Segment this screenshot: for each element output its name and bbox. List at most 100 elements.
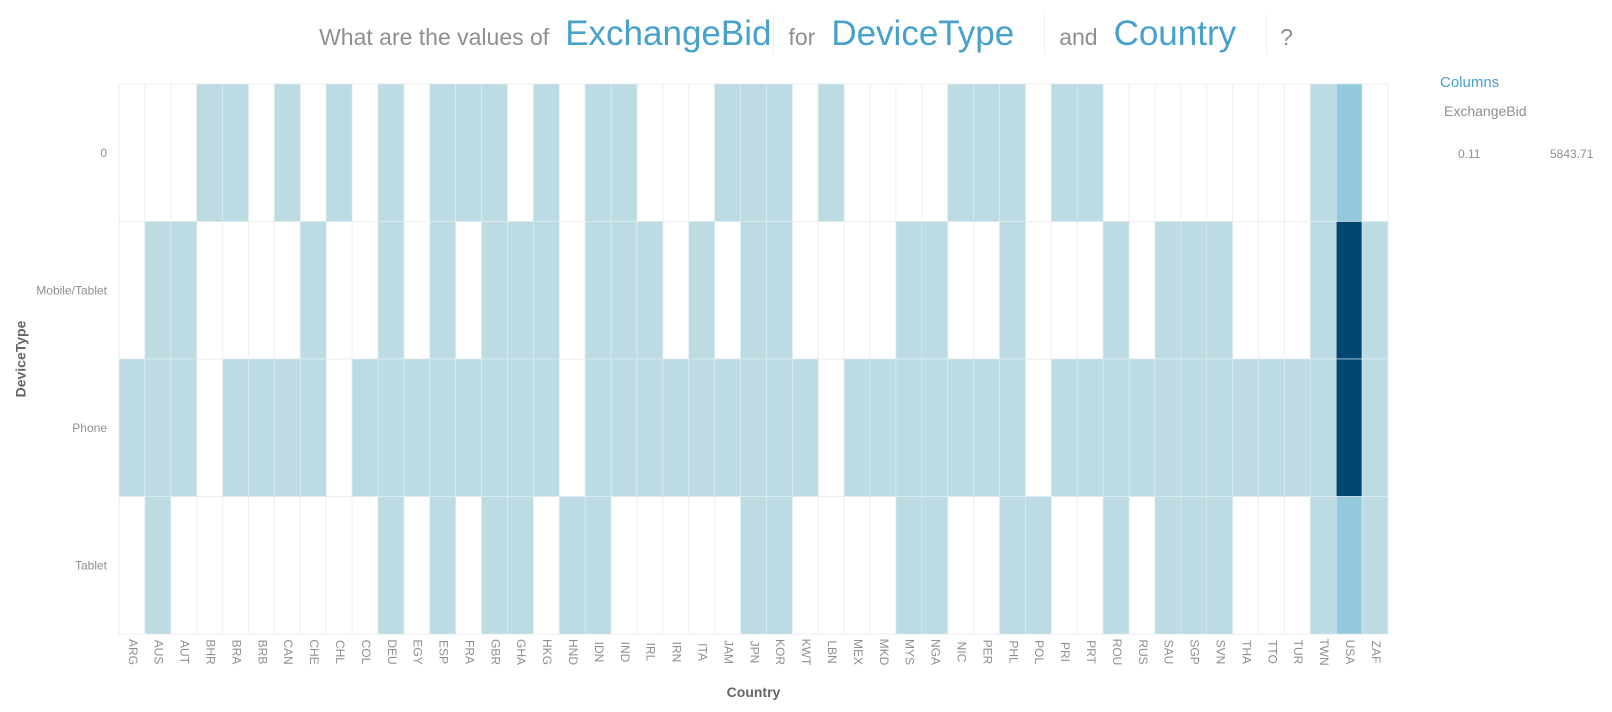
heatmap-cell-PRT-Phone[interactable]: [1076, 358, 1104, 497]
heatmap-cell-IND-0[interactable]: [610, 83, 638, 222]
heatmap-cell-ZAF-Phone[interactable]: [1361, 358, 1389, 497]
heatmap-cell-PRT-0[interactable]: [1076, 83, 1104, 222]
heatmap-cell-AUS-Phone[interactable]: [144, 358, 172, 497]
heatmap-cell-JAM-Phone[interactable]: [714, 358, 741, 497]
heatmap-cell-GBR-Phone[interactable]: [481, 358, 508, 497]
heatmap-cell-ESP-Phone[interactable]: [429, 358, 456, 497]
heatmap-cell-SAU-Mobile/Tablet[interactable]: [1154, 221, 1182, 360]
heatmap-cell-HKG-Phone[interactable]: [533, 358, 560, 497]
heatmap-cell-IDN-Tablet[interactable]: [584, 496, 612, 635]
heatmap-cell-IRL-Mobile/Tablet[interactable]: [636, 221, 664, 360]
heatmap-cell-SVN-Mobile/Tablet[interactable]: [1206, 221, 1233, 360]
heatmap-cell-GBR-Tablet[interactable]: [481, 496, 508, 635]
heatmap-cell-KOR-Phone[interactable]: [766, 358, 793, 497]
heatmap-cell-IND-Mobile/Tablet[interactable]: [610, 221, 638, 360]
heatmap-cell-DEU-Phone[interactable]: [377, 358, 405, 497]
heatmap-cell-USA-Phone[interactable]: [1335, 358, 1363, 497]
heatmap-cell-TWN-Tablet[interactable]: [1310, 496, 1337, 635]
heatmap-cell-DEU-0[interactable]: [377, 83, 405, 222]
heatmap-cell-MYS-Mobile/Tablet[interactable]: [895, 221, 923, 360]
heatmap-cell-FRA-0[interactable]: [455, 83, 482, 222]
heatmap-cell-SVN-Tablet[interactable]: [1206, 496, 1233, 635]
heatmap-cell-DEU-Mobile/Tablet[interactable]: [377, 221, 405, 360]
heatmap-cell-COL-Phone[interactable]: [351, 358, 379, 497]
heatmap-cell-POL-Tablet[interactable]: [1025, 496, 1052, 635]
dimension2-selector[interactable]: Country: [1112, 14, 1268, 54]
heatmap-cell-GBR-0[interactable]: [481, 83, 508, 222]
heatmap-cell-JAM-0[interactable]: [714, 83, 741, 222]
heatmap-cell-USA-Mobile/Tablet[interactable]: [1335, 221, 1363, 360]
heatmap-cell-PHL-Mobile/Tablet[interactable]: [999, 221, 1026, 360]
heatmap-cell-AUT-Phone[interactable]: [170, 358, 197, 497]
heatmap-cell-FRA-Phone[interactable]: [455, 358, 482, 497]
heatmap-cell-NGA-Tablet[interactable]: [921, 496, 949, 635]
heatmap-cell-IND-Phone[interactable]: [610, 358, 638, 497]
heatmap-cell-SAU-Tablet[interactable]: [1154, 496, 1182, 635]
heatmap-cell-MEX-Phone[interactable]: [843, 358, 871, 497]
heatmap-cell-MYS-Tablet[interactable]: [895, 496, 923, 635]
heatmap-cell-NGA-Phone[interactable]: [921, 358, 949, 497]
heatmap-cell-IDN-Phone[interactable]: [584, 358, 612, 497]
heatmap-cell-CAN-0[interactable]: [274, 83, 301, 222]
heatmap-cell-MKD-Phone[interactable]: [869, 358, 897, 497]
heatmap-cell-IDN-Mobile/Tablet[interactable]: [584, 221, 612, 360]
heatmap-cell-IDN-0[interactable]: [584, 83, 612, 222]
heatmap-cell-TUR-Phone[interactable]: [1284, 358, 1311, 497]
heatmap-cell-SGP-Tablet[interactable]: [1180, 496, 1208, 635]
heatmap-cell-PRI-Phone[interactable]: [1051, 358, 1078, 497]
heatmap-cell-ITA-Mobile/Tablet[interactable]: [688, 221, 715, 360]
heatmap-cell-IRN-Phone[interactable]: [662, 358, 690, 497]
heatmap-cell-ZAF-Tablet[interactable]: [1361, 496, 1389, 635]
heatmap-cell-TWN-0[interactable]: [1310, 83, 1337, 222]
heatmap-cell-HND-Tablet[interactable]: [558, 496, 586, 635]
heatmap-cell-NIC-0[interactable]: [947, 83, 974, 222]
heatmap-cell-TTO-Phone[interactable]: [1258, 358, 1285, 497]
heatmap-cell-GHA-Phone[interactable]: [507, 358, 534, 497]
heatmap-cell-TWN-Phone[interactable]: [1310, 358, 1337, 497]
heatmap-cell-PHL-Tablet[interactable]: [999, 496, 1026, 635]
heatmap-cell-CHL-0[interactable]: [325, 83, 353, 222]
heatmap-cell-USA-0[interactable]: [1335, 83, 1363, 222]
heatmap-cell-BHR-0[interactable]: [196, 83, 223, 222]
heatmap-cell-HKG-Mobile/Tablet[interactable]: [533, 221, 560, 360]
heatmap-cell-SGP-Mobile/Tablet[interactable]: [1180, 221, 1208, 360]
heatmap-cell-IRL-Phone[interactable]: [636, 358, 664, 497]
heatmap-cell-GBR-Mobile/Tablet[interactable]: [481, 221, 508, 360]
heatmap-cell-AUS-Mobile/Tablet[interactable]: [144, 221, 172, 360]
heatmap-cell-SGP-Phone[interactable]: [1180, 358, 1208, 497]
heatmap-cell-RUS-Phone[interactable]: [1128, 358, 1156, 497]
heatmap-cell-SAU-Phone[interactable]: [1154, 358, 1182, 497]
heatmap-cell-AUT-Mobile/Tablet[interactable]: [170, 221, 197, 360]
heatmap-cell-AUS-Tablet[interactable]: [144, 496, 172, 635]
heatmap-cell-BRB-Phone[interactable]: [248, 358, 275, 497]
heatmap-cell-JPN-0[interactable]: [740, 83, 767, 222]
heatmap-cell-PER-Phone[interactable]: [973, 358, 1000, 497]
heatmap-cell-ESP-Mobile/Tablet[interactable]: [429, 221, 456, 360]
heatmap-cell-DEU-Tablet[interactable]: [377, 496, 405, 635]
heatmap-cell-ROU-Tablet[interactable]: [1102, 496, 1130, 635]
heatmap-cell-BRA-Phone[interactable]: [222, 358, 249, 497]
heatmap-cell-ROU-Mobile/Tablet[interactable]: [1102, 221, 1130, 360]
heatmap-cell-ITA-Phone[interactable]: [688, 358, 715, 497]
heatmap-cell-JPN-Tablet[interactable]: [740, 496, 767, 635]
dimension1-selector[interactable]: DeviceType: [829, 14, 1046, 54]
heatmap-cell-USA-Tablet[interactable]: [1335, 496, 1363, 635]
heatmap-cell-GHA-Tablet[interactable]: [507, 496, 534, 635]
heatmap-cell-JPN-Mobile/Tablet[interactable]: [740, 221, 767, 360]
measure-selector[interactable]: ExchangeBid: [563, 14, 775, 54]
heatmap-cell-CAN-Phone[interactable]: [274, 358, 301, 497]
heatmap-cell-KOR-Tablet[interactable]: [766, 496, 793, 635]
heatmap-cell-HKG-0[interactable]: [533, 83, 560, 222]
heatmap-cell-TWN-Mobile/Tablet[interactable]: [1310, 221, 1337, 360]
heatmap-cell-KOR-0[interactable]: [766, 83, 793, 222]
heatmap-cell-NIC-Phone[interactable]: [947, 358, 974, 497]
heatmap-cell-ZAF-Mobile/Tablet[interactable]: [1361, 221, 1389, 360]
heatmap-cell-KWT-Phone[interactable]: [792, 358, 819, 497]
heatmap-cell-CHE-Mobile/Tablet[interactable]: [299, 221, 327, 360]
heatmap-cell-BRA-0[interactable]: [222, 83, 249, 222]
heatmap-cell-SVN-Phone[interactable]: [1206, 358, 1233, 497]
heatmap-cell-THA-Phone[interactable]: [1232, 358, 1259, 497]
heatmap-cell-PHL-Phone[interactable]: [999, 358, 1026, 497]
heatmap-cell-PRI-0[interactable]: [1051, 83, 1078, 222]
heatmap-cell-PER-0[interactable]: [973, 83, 1000, 222]
